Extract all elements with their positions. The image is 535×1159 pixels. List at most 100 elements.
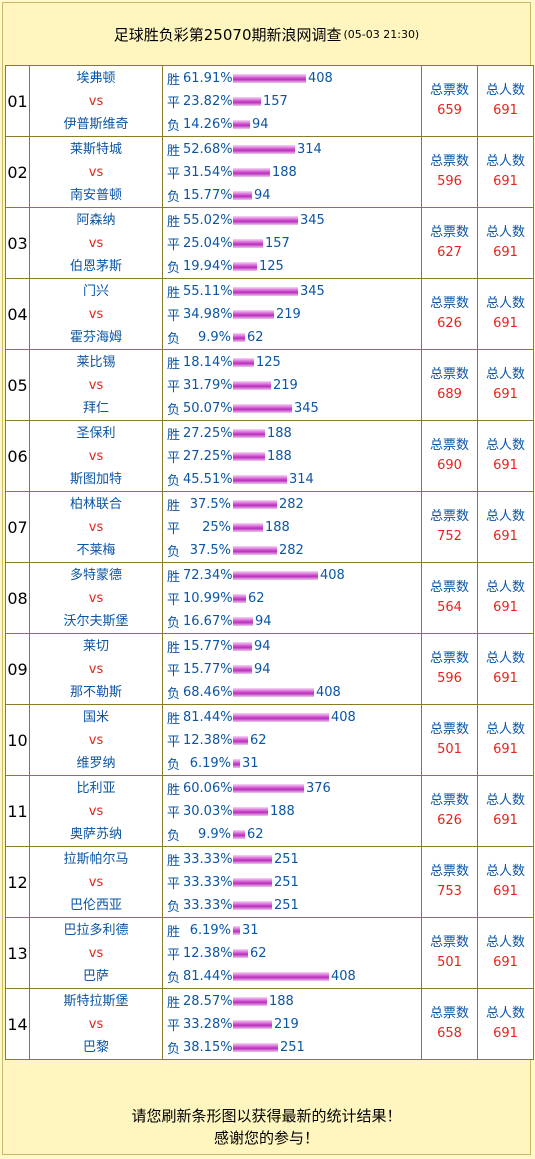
- outcome-label: 胜: [167, 711, 181, 727]
- vote-count: 188: [272, 164, 297, 180]
- total-people-cell: 总人数 691: [477, 704, 534, 776]
- vs-label: vs: [88, 661, 104, 677]
- result-bars: 胜 60.06% 376 平 30.03% 188 负 9.9% 62: [162, 775, 422, 847]
- result-bars: 胜 55.02% 345 平 25.04% 157 负 19.94% 125: [162, 207, 422, 279]
- home-team: 斯特拉斯堡: [63, 993, 129, 1009]
- outcome-percent: 38.15%: [183, 1039, 233, 1055]
- outcome-win: 胜 81.44% 408: [167, 706, 421, 729]
- home-team: 门兴: [82, 283, 109, 299]
- total-people-value: 691: [493, 884, 518, 899]
- outcome-lose: 负 38.15% 251: [167, 1036, 421, 1059]
- outcome-label: 平: [167, 95, 181, 111]
- match-row: 13 巴拉多利德 vs 巴萨 胜 6.19% 31 平 12.38% 62 负 81.44% 408 总票…: [5, 917, 534, 989]
- outcome-percent: 50.07%: [183, 400, 233, 416]
- outcome-percent: 25%: [202, 519, 231, 535]
- outcome-percent: 45.51%: [183, 471, 233, 487]
- outcome-percent: 14.26%: [183, 116, 233, 132]
- outcome-label: 平: [167, 734, 181, 750]
- result-bars: 胜 61.91% 408 平 23.82% 157 负 14.26% 94: [162, 65, 422, 137]
- away-team: 南安普顿: [69, 187, 122, 203]
- match-number: 03: [5, 207, 30, 279]
- total-votes-label: 总票数: [429, 225, 469, 240]
- percent-bar: [233, 829, 245, 839]
- vote-count: 62: [247, 329, 264, 345]
- outcome-label: 负: [167, 544, 181, 560]
- result-bars: 胜 37.5% 282 平 25% 188 负 37.5% 282: [162, 491, 422, 563]
- percent-bar: [233, 119, 250, 129]
- percent-bar: [233, 474, 287, 484]
- percent-bar: [233, 925, 240, 935]
- total-people-label: 总人数: [485, 651, 525, 666]
- total-votes-cell: 总票数 627: [421, 207, 478, 279]
- outcome-lose: 负 19.94% 125: [167, 255, 421, 278]
- total-votes-cell: 总票数 690: [421, 420, 478, 492]
- outcome-percent: 33.33%: [183, 851, 233, 867]
- vote-count: 282: [279, 496, 304, 512]
- match-number: 06: [5, 420, 30, 492]
- percent-bar: [233, 167, 270, 177]
- percent-bar: [233, 96, 261, 106]
- thanks-message: 感谢您的参与！: [213, 1129, 319, 1147]
- total-people-label: 总人数: [485, 225, 525, 240]
- total-people-cell: 总人数 691: [477, 988, 534, 1060]
- total-votes-label: 总票数: [429, 651, 469, 666]
- vote-count: 219: [274, 1016, 299, 1032]
- outcome-label: 平: [167, 166, 181, 182]
- outcome-label: 负: [167, 757, 181, 773]
- match-number: 01: [5, 65, 30, 137]
- total-votes-label: 总票数: [429, 296, 469, 311]
- vote-count: 314: [289, 471, 314, 487]
- vote-count: 157: [265, 235, 290, 251]
- outcome-draw: 平 15.77% 94: [167, 658, 421, 681]
- outcome-lose: 负 37.5% 282: [167, 539, 421, 562]
- outcome-percent: 30.03%: [183, 803, 233, 819]
- percent-bar: [233, 332, 245, 342]
- percent-bar: [233, 1019, 272, 1029]
- percent-bar: [233, 948, 248, 958]
- result-bars: 胜 18.14% 125 平 31.79% 219 负 50.07% 345: [162, 349, 422, 421]
- vote-count: 188: [267, 448, 292, 464]
- outcome-draw: 平 25.04% 157: [167, 232, 421, 255]
- percent-bar: [233, 499, 277, 509]
- vote-count: 31: [242, 755, 259, 771]
- vote-count: 219: [273, 377, 298, 393]
- total-people-cell: 总人数 691: [477, 278, 534, 350]
- total-votes-label: 总票数: [429, 1006, 469, 1021]
- result-bars: 胜 6.19% 31 平 12.38% 62 负 81.44% 408: [162, 917, 422, 989]
- outcome-draw: 平 12.38% 62: [167, 942, 421, 965]
- outcome-percent: 15.77%: [183, 661, 233, 677]
- total-people-value: 691: [493, 671, 518, 686]
- percent-bar: [233, 357, 254, 367]
- match-number: 07: [5, 491, 30, 563]
- percent-bar: [233, 664, 252, 674]
- match-row: 03 阿森纳 vs 伯恩茅斯 胜 55.02% 345 平 25.04% 157 负 19.94% 12…: [5, 207, 534, 279]
- total-people-cell: 总人数 691: [477, 562, 534, 634]
- outcome-percent: 33.33%: [183, 874, 233, 890]
- outcome-label: 胜: [167, 214, 181, 230]
- percent-bar: [233, 261, 257, 271]
- total-people-label: 总人数: [485, 367, 525, 382]
- percent-bar: [233, 641, 252, 651]
- total-votes-cell: 总票数 753: [421, 846, 478, 918]
- outcome-percent: 61.91%: [183, 70, 233, 86]
- outcome-draw: 平 10.99% 62: [167, 587, 421, 610]
- vs-label: vs: [88, 306, 104, 322]
- outcome-lose: 负 9.9% 62: [167, 823, 421, 846]
- percent-bar: [233, 286, 298, 296]
- outcome-lose: 负 81.44% 408: [167, 965, 421, 988]
- vs-label: vs: [88, 874, 104, 890]
- percent-bar: [233, 403, 292, 413]
- outcome-label: 负: [167, 828, 181, 844]
- outcome-draw: 平 27.25% 188: [167, 445, 421, 468]
- outcome-lose: 负 33.33% 251: [167, 894, 421, 917]
- percent-bar: [233, 380, 271, 390]
- vote-count: 408: [331, 709, 356, 725]
- outcome-percent: 19.94%: [183, 258, 233, 274]
- percent-bar: [233, 996, 267, 1006]
- vs-label: vs: [88, 93, 104, 109]
- outcome-label: 胜: [167, 782, 181, 798]
- outcome-label: 胜: [167, 356, 181, 372]
- percent-bar: [233, 758, 240, 768]
- home-team: 比利亚: [76, 780, 116, 796]
